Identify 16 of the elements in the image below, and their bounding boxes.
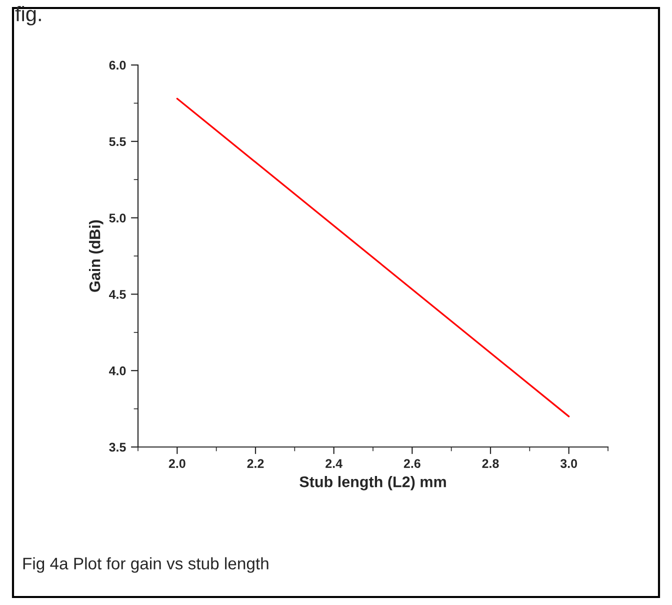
y-tick-label: 5.5 (109, 137, 126, 146)
y-axis-title: Gain (dBi) (89, 220, 104, 292)
y-tick-label: 6.0 (109, 60, 126, 70)
y-tick-label: 3.5 (109, 442, 126, 452)
y-tick-label: 4.0 (109, 366, 126, 376)
y-tick-label: 4.5 (109, 290, 126, 299)
x-tick-label: 2.0 (168, 459, 186, 468)
x-tick-label: 2.8 (482, 459, 499, 468)
y-tick-label: 5.0 (109, 214, 126, 222)
x-tick-label: 2.6 (404, 459, 420, 468)
text: fig. (15, 6, 41, 26)
x-tick-label: 3.0 (560, 459, 578, 468)
x-tick-label: 2.4 (326, 459, 342, 468)
x-axis-title: Stub length (L2) mm (300, 476, 446, 490)
x-tick-label: 2.2 (247, 459, 264, 468)
caption: Fig 4a Plot for gain vs stub length (23, 557, 268, 573)
